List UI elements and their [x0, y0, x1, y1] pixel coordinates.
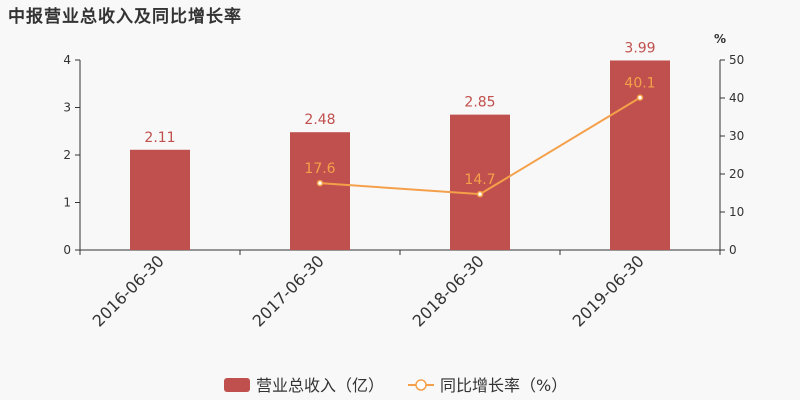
bar-series: 2.11 2.48 2.85 3.99	[130, 40, 670, 250]
legend-label-line: 同比增长率（%）	[440, 376, 567, 395]
y-left-tick-label: 2	[63, 148, 71, 162]
y-right-tick-label: 10	[729, 205, 744, 219]
legend-swatch-marker	[415, 379, 427, 391]
bar	[610, 60, 670, 250]
x-tick-label: 2018-06-30	[409, 251, 488, 330]
bar-data-label: 3.99	[624, 40, 655, 56]
line-data-label: 40.1	[624, 76, 655, 92]
y-right-unit-label: %	[714, 32, 726, 46]
line-series: 17.6 14.7 40.1	[304, 76, 656, 198]
y-right-tick-label: 40	[729, 91, 744, 105]
y-left-tick-label: 1	[63, 196, 71, 210]
legend: 营业总收入（亿） 同比增长率（%）	[224, 376, 567, 395]
line-point	[636, 94, 644, 101]
x-tick-label: 2019-06-30	[569, 251, 648, 330]
bar	[290, 132, 350, 250]
bar-data-label: 2.11	[144, 130, 175, 146]
line-point	[316, 179, 324, 187]
y-left-tick-label: 0	[63, 243, 71, 257]
x-tick-label: 2017-06-30	[249, 251, 328, 330]
line-data-label: 17.6	[304, 161, 335, 177]
y-left-tick-label: 4	[63, 53, 71, 67]
y-right-tick-label: 0	[729, 243, 737, 257]
y-right-tick-label: 30	[729, 129, 744, 143]
line-point	[476, 190, 484, 198]
y-right-tick-label: 50	[729, 53, 744, 67]
y-left-tick-label: 3	[63, 101, 71, 115]
y-right-tick-label: 20	[729, 167, 744, 181]
x-tick-label: 2016-06-30	[89, 251, 168, 330]
bar	[130, 149, 190, 250]
bar-data-label: 2.48	[304, 112, 335, 128]
bar-data-label: 2.85	[464, 95, 495, 111]
chart-title: 中报营业总收入及同比增长率	[8, 7, 242, 27]
line-data-label: 14.7	[464, 172, 495, 188]
legend-label-bar: 营业总收入（亿）	[256, 376, 384, 395]
legend-swatch-bar	[224, 378, 250, 392]
